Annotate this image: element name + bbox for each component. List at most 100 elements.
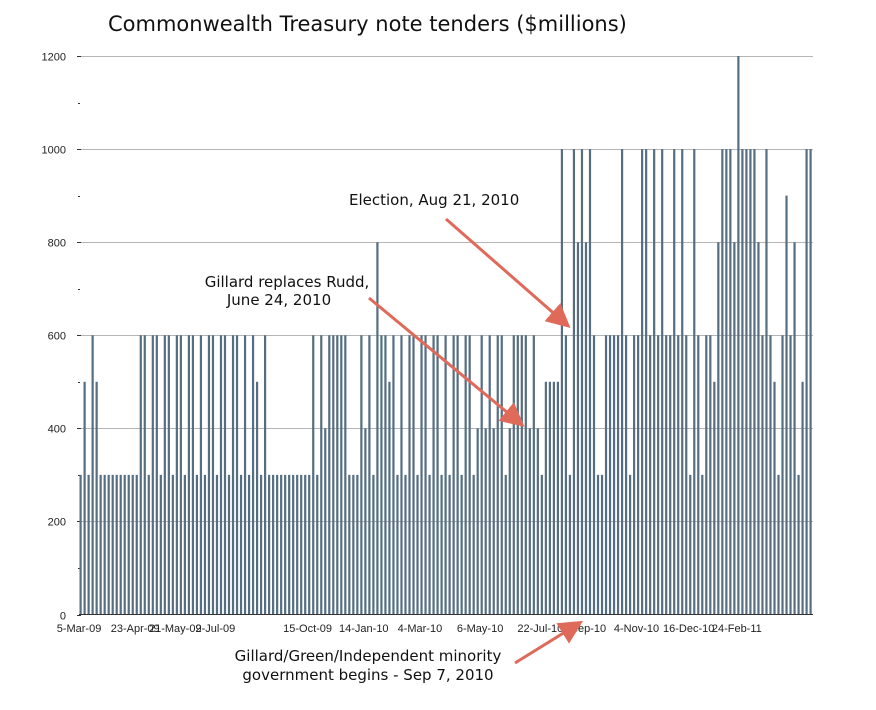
bar: [548, 381, 551, 615]
x-tick-label: 15-Oct-09: [283, 623, 332, 635]
bar: [107, 474, 110, 615]
y-tick-label: 800: [48, 238, 66, 250]
bar: [352, 474, 355, 615]
bar: [721, 149, 724, 615]
bar: [195, 474, 199, 615]
bar: [580, 149, 584, 615]
bar: [324, 428, 327, 615]
bar: [809, 149, 812, 615]
bar: [673, 149, 676, 615]
bar: [99, 474, 102, 615]
bar: [91, 335, 94, 615]
bar: [199, 335, 203, 615]
bar: [360, 335, 363, 615]
y-tick-label: 1000: [42, 145, 66, 157]
bar: [532, 335, 535, 615]
bar: [83, 381, 86, 615]
bar: [452, 335, 455, 615]
arrow-icon: [445, 217, 571, 328]
bar: [247, 474, 251, 615]
bar: [207, 335, 211, 615]
y-tick-label: 0: [60, 611, 66, 623]
bar: [348, 474, 351, 615]
arrow-icon: [368, 296, 525, 427]
bar: [512, 335, 515, 615]
bar: [211, 335, 215, 615]
bar: [312, 335, 315, 615]
bar: [528, 428, 531, 615]
x-tick-label: 14-Jan-10: [339, 623, 389, 635]
bar: [444, 335, 447, 615]
bar: [737, 56, 740, 615]
bar: [384, 335, 387, 615]
bar: [380, 335, 383, 615]
bar: [159, 474, 162, 615]
bar: [243, 335, 247, 615]
bar: [536, 428, 539, 615]
x-tick-label: 23-Apr-09: [111, 623, 160, 635]
bar: [616, 335, 620, 615]
bar: [600, 474, 604, 615]
bar: [749, 149, 752, 615]
bar: [255, 381, 259, 615]
bar: [87, 474, 90, 615]
bar: [131, 474, 134, 615]
bar: [584, 242, 588, 615]
bar: [420, 335, 423, 615]
bar: [681, 149, 684, 615]
bar: [392, 335, 395, 615]
bar: [356, 474, 359, 615]
bar: [179, 335, 182, 615]
bar: [757, 242, 760, 615]
bar: [456, 335, 459, 615]
bar: [372, 474, 375, 615]
bar: [404, 474, 407, 615]
bar: [492, 428, 495, 615]
bar: [320, 335, 323, 615]
bar: [187, 335, 190, 615]
bar: [264, 335, 267, 615]
annotation-gillard: Gillard replaces Rudd, June 24, 2010: [205, 273, 525, 427]
bar: [568, 474, 572, 615]
annotation-election-text: Election, Aug 21, 2010: [349, 191, 519, 209]
bar: [588, 149, 592, 615]
bar: [147, 474, 150, 615]
bar: [296, 474, 299, 615]
bar: [797, 474, 800, 615]
bar: [332, 335, 335, 615]
arrow-icon: [514, 620, 584, 665]
bar: [151, 335, 154, 615]
bar: [649, 335, 652, 615]
x-tick-label: 2-Jul-09: [196, 623, 236, 635]
bar: [344, 335, 347, 615]
bar: [560, 149, 564, 615]
bar: [448, 474, 451, 615]
bar: [440, 474, 443, 615]
bar: [284, 474, 287, 615]
bar: [669, 335, 672, 615]
annotation-minority-line2: government begins - Sep 7, 2010: [242, 666, 493, 684]
bar: [123, 474, 126, 615]
bar: [725, 149, 728, 615]
bar: [765, 149, 768, 615]
bar: [424, 335, 427, 615]
bar: [468, 335, 471, 615]
bar: [653, 149, 656, 615]
bar: [544, 381, 547, 615]
bar: [460, 474, 463, 615]
bar: [272, 474, 275, 615]
bar: [753, 149, 756, 615]
bar: [777, 474, 780, 615]
bar: [223, 335, 227, 615]
bar: [364, 428, 367, 615]
bar: [805, 149, 808, 615]
bar: [697, 335, 700, 615]
bar: [733, 242, 736, 615]
bar: [163, 335, 166, 615]
bar: [476, 428, 479, 615]
bar: [139, 335, 142, 615]
bar: [769, 335, 772, 615]
bar: [231, 335, 235, 615]
bar: [119, 474, 122, 615]
